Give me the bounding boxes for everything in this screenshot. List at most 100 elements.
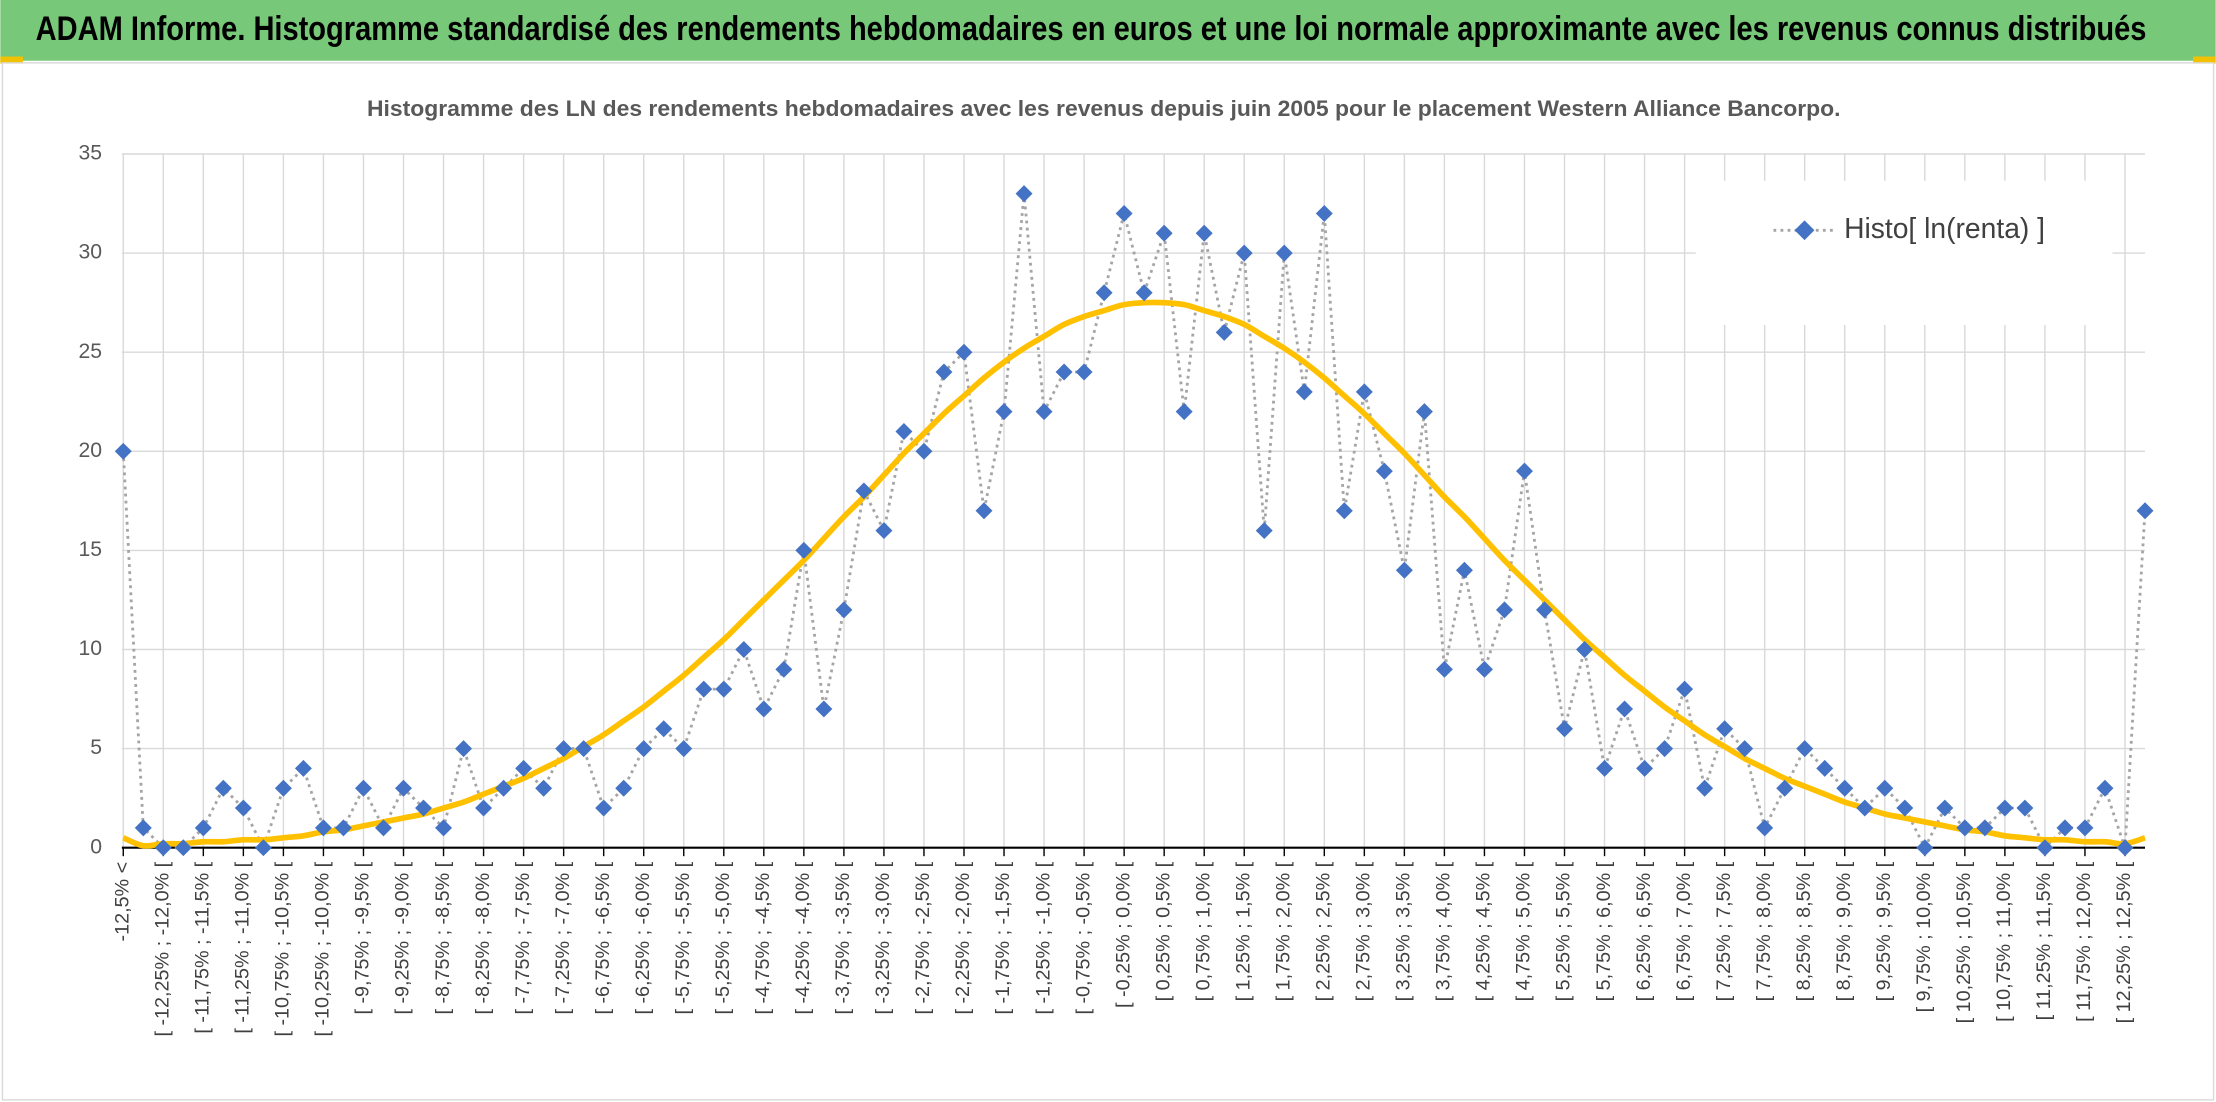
x-tick-label: [ -7,25% ; -7,0% [ <box>552 861 574 1014</box>
data-point <box>655 720 673 738</box>
x-tick-label: [ -4,75% ; -4,5% [ <box>752 861 774 1014</box>
data-point <box>174 839 192 857</box>
x-tick-label: [ -11,75% ; -11,5% [ <box>192 861 214 1033</box>
y-tick-label: 10 <box>78 637 102 660</box>
y-tick-label: 35 <box>78 142 102 165</box>
x-tick-label: [ 8,75% ; 9,0% [ <box>1833 861 1855 1001</box>
data-point <box>595 799 613 817</box>
data-point <box>695 680 713 698</box>
data-point <box>1095 284 1113 302</box>
x-tick-label: -12,5% < <box>111 862 133 942</box>
data-point <box>1355 383 1373 401</box>
data-point <box>1155 224 1173 242</box>
x-tick-label: [ -12,25% ; -12,0% [ <box>152 861 174 1036</box>
data-point <box>1896 799 1914 817</box>
data-point <box>415 799 433 817</box>
x-tick-label: [ -9,25% ; -9,0% [ <box>392 861 414 1014</box>
y-tick-label: 25 <box>78 340 102 363</box>
data-point <box>395 779 412 797</box>
data-point <box>1836 779 1854 797</box>
data-point <box>354 779 372 797</box>
accent <box>0 56 23 64</box>
data-point <box>214 779 232 797</box>
data-point <box>1195 224 1213 242</box>
x-tick-label: [ -2,75% ; -2,5% [ <box>912 861 934 1014</box>
data-point <box>975 502 993 520</box>
data-point <box>955 343 973 361</box>
x-tick-label: [ -6,25% ; -6,0% [ <box>632 861 654 1014</box>
x-tick-label: [ 1,25% ; 1,5% [ <box>1232 861 1254 1001</box>
x-tick-label: [ 9,75% ; 10,0% [ <box>1913 861 1935 1012</box>
grid: 0 5 10 15 20 25 30 35 -12,5% < [ -12,25% ; -12,0%… <box>78 142 2146 1037</box>
x-tick-label: [ 10,25% ; 10,5% [ <box>1953 861 1975 1023</box>
x-tick-label: [ -8,75% ; -8,5% [ <box>432 861 454 1014</box>
x-tick-label: [ -3,75% ; -3,5% [ <box>832 861 854 1014</box>
data-point <box>1816 759 1834 777</box>
data-point <box>755 700 773 718</box>
data-point <box>435 819 453 837</box>
y-tick-label: 30 <box>78 241 102 264</box>
x-tick-label: [ -0,25% ; 0,0% [ <box>1112 861 1134 1008</box>
data-point <box>1015 185 1033 203</box>
x-tick-label: [ 3,25% ; 3,5% [ <box>1393 861 1415 1001</box>
data-point <box>475 799 493 817</box>
x-tick-label: [ 11,75% ; 12,0% [ <box>2073 861 2095 1022</box>
data-point <box>495 779 513 797</box>
data-point <box>134 819 152 837</box>
data-point <box>1956 819 1974 837</box>
x-tick-label: [ 7,25% ; 7,5% [ <box>1713 861 1735 1001</box>
data-point <box>715 680 733 698</box>
x-tick-label: [ 2,75% ; 3,0% [ <box>1353 861 1375 1001</box>
data-point <box>194 819 212 837</box>
x-tick-label: [ 4,75% ; 5,0% [ <box>1513 861 1535 1001</box>
x-tick-label: [ -10,25% ; -10,0% [ <box>312 861 334 1036</box>
data-point <box>935 363 953 381</box>
data-point <box>1235 244 1253 262</box>
x-tick-label: [ 7,75% ; 8,0% [ <box>1753 861 1775 1001</box>
data-point <box>114 442 132 460</box>
x-tick-label: [ 12,25% ; 12,5% [ <box>2113 861 2135 1023</box>
data-point <box>2096 779 2114 797</box>
data-point <box>314 819 332 837</box>
data-point <box>1295 383 1313 401</box>
data-point <box>1976 819 1994 837</box>
data-point <box>254 839 272 857</box>
x-tick-label: [ 0,25% ; 0,5% [ <box>1152 861 1174 1001</box>
x-tick-label: [ -6,75% ; -6,5% [ <box>592 861 614 1014</box>
y-tick-label: 0 <box>90 835 102 858</box>
data-point <box>795 541 813 559</box>
title-bar <box>0 0 2216 61</box>
data-point <box>615 779 633 797</box>
data-point <box>1776 779 1794 797</box>
data-point <box>1415 403 1433 421</box>
data-point <box>294 759 312 777</box>
x-tick-label: [ -1,25% ; -1,0% [ <box>1032 861 1054 1014</box>
data-point <box>835 601 853 619</box>
data-point <box>555 740 573 758</box>
x-tick-label: [ -3,25% ; -3,0% [ <box>872 861 894 1014</box>
legend-marker <box>1794 220 1815 241</box>
data-point <box>675 740 693 758</box>
x-tick-label: [ 11,25% ; 11,5% [ <box>2033 861 2055 1020</box>
x-tick-label: [ 6,25% ; 6,5% [ <box>1633 861 1655 1001</box>
x-tick-label: [ -1,75% ; -1,5% [ <box>992 861 1014 1014</box>
data-point <box>535 779 553 797</box>
legend-label: Histo[ ln(renta) ] <box>1844 212 2045 244</box>
data-point <box>635 740 653 758</box>
x-tick-label: [ -5,75% ; -5,5% [ <box>672 861 694 1014</box>
x-tick-label: [ -10,75% ; -10,5% [ <box>272 861 294 1036</box>
data-point <box>735 641 753 658</box>
data-point <box>1215 323 1233 341</box>
data-point <box>1115 204 1133 222</box>
data-point <box>1936 799 1954 817</box>
data-point <box>375 819 392 837</box>
data-point <box>515 759 533 777</box>
data-point <box>1315 204 1333 222</box>
data-point <box>455 740 473 758</box>
x-tick-label: [ -8,25% ; -8,0% [ <box>472 861 494 1014</box>
data-point <box>1596 759 1614 777</box>
y-tick-label: 15 <box>78 538 102 561</box>
data-point <box>1996 799 2014 817</box>
plot: Histo[ ln(renta) ] <box>114 180 2154 857</box>
x-tick-label: [ 3,75% ; 4,0% [ <box>1433 861 1455 1001</box>
